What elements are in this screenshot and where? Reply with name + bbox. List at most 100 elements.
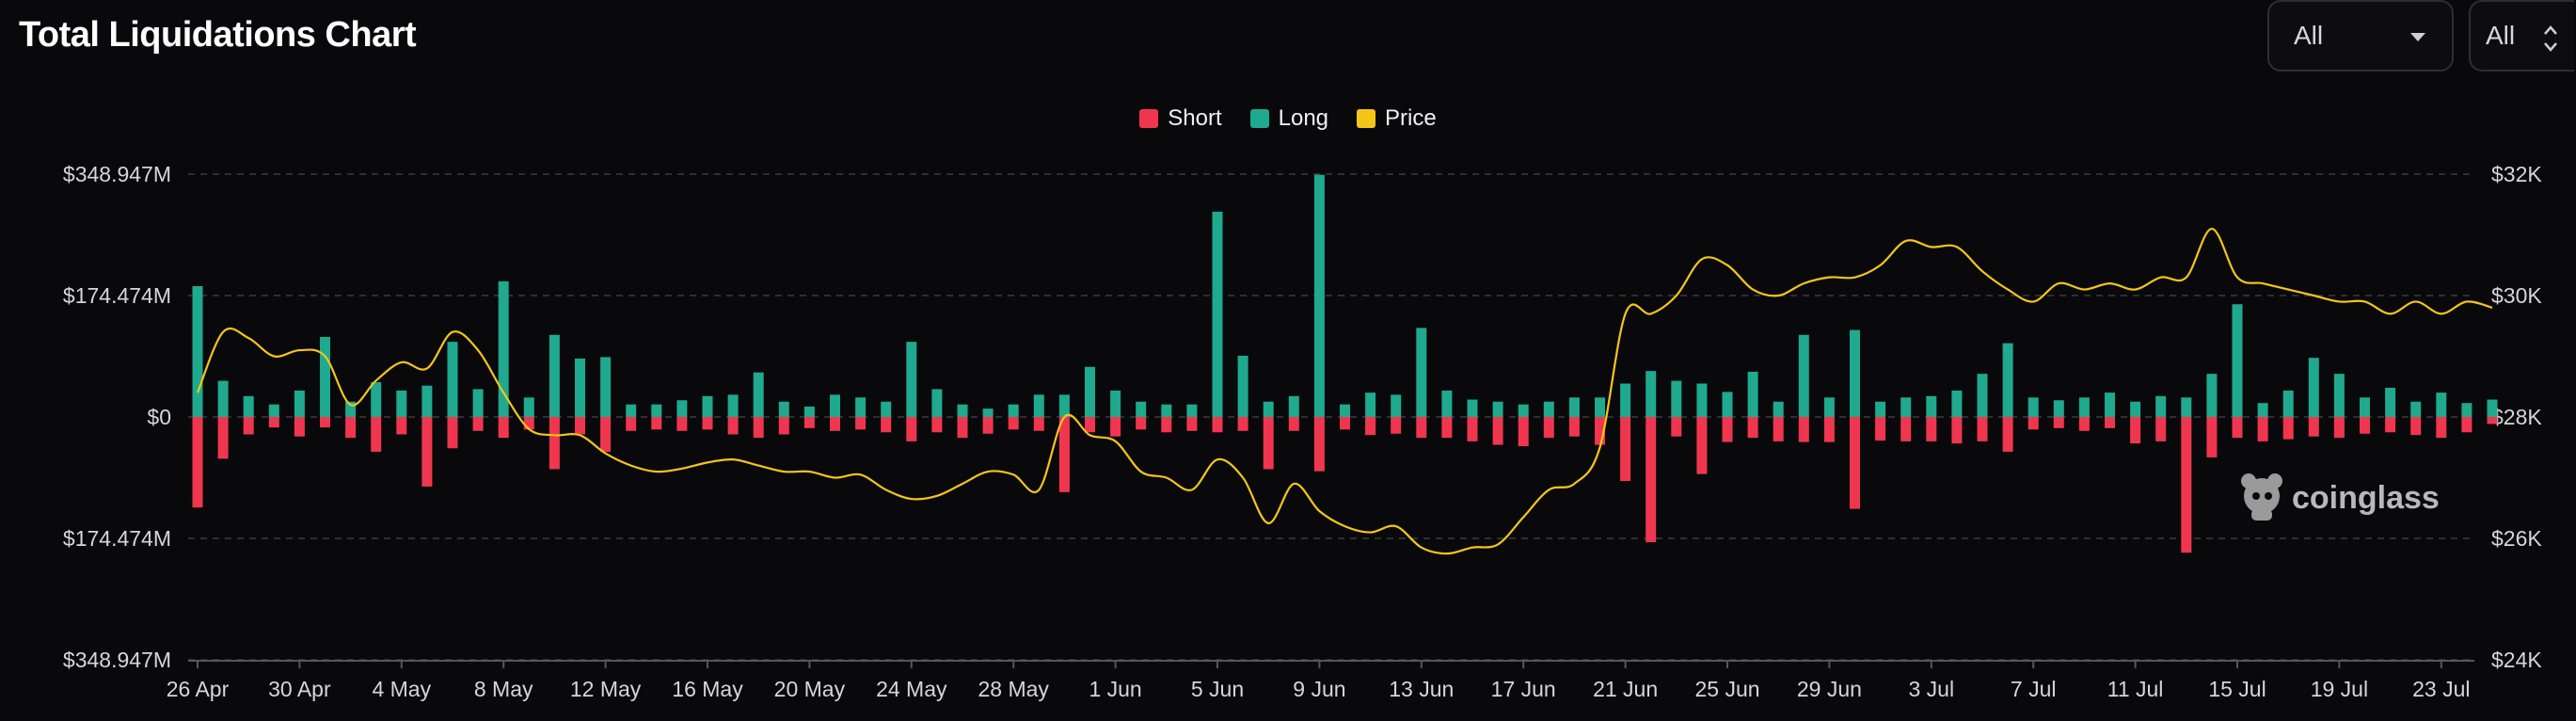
y-tick-label-right: $30K (2491, 283, 2542, 308)
short-bar (192, 417, 203, 508)
x-tick-label: 29 Jun (1797, 677, 1862, 701)
long-bar (1747, 371, 1758, 417)
long-bar (1773, 401, 1784, 417)
long-bar (1492, 401, 1503, 417)
filter-select[interactable]: All (2267, 0, 2454, 72)
long-bar (243, 395, 254, 417)
long-bar (2155, 395, 2167, 417)
short-bar (1773, 417, 1784, 441)
long-bar (2130, 401, 2141, 417)
y-tick-label-left: $174.474M (63, 283, 171, 308)
short-bar (1747, 417, 1758, 439)
long-bar (1850, 329, 1860, 417)
long-bar (498, 280, 509, 417)
legend-item-short[interactable]: Short (1139, 105, 1222, 132)
long-bar (1365, 393, 1376, 417)
long-bar (2360, 397, 2370, 417)
short-bar (1365, 417, 1376, 436)
interval-select[interactable]: All (2469, 0, 2574, 72)
short-bar (2461, 417, 2473, 433)
short-bar (2385, 417, 2396, 433)
x-tick-label: 25 Jun (1694, 677, 1759, 701)
legend-item-price[interactable]: Price (1357, 105, 1437, 132)
short-bar (982, 417, 994, 434)
long-bar (371, 382, 382, 417)
y-tick-label-left: $174.474M (63, 526, 171, 551)
long-bar (1900, 397, 1912, 417)
long-bar (1646, 371, 1657, 417)
short-bar (1951, 417, 1963, 444)
short-bar (931, 417, 943, 433)
short-bar (881, 417, 892, 433)
short-bar (1237, 417, 1248, 431)
page-title: Total Liquidations Chart (19, 15, 417, 55)
long-bar (268, 404, 279, 417)
legend-swatch-long (1249, 109, 1269, 128)
short-bar (2130, 417, 2141, 444)
short-bar (2105, 417, 2115, 428)
short-bar (2053, 417, 2064, 428)
short-bar (1568, 417, 1580, 437)
chevron-down-icon (2410, 33, 2425, 41)
short-bar (2232, 417, 2243, 439)
long-bar (1110, 390, 1121, 417)
y-tick-label-right: $26K (2491, 526, 2542, 551)
short-bar (243, 417, 254, 435)
x-tick-label: 16 May (672, 677, 743, 701)
legend-swatch-short (1139, 109, 1159, 128)
short-bar (371, 417, 382, 452)
long-bar (727, 394, 739, 417)
long-bar (294, 390, 305, 417)
long-bar (523, 397, 534, 417)
long-bar (1823, 397, 1835, 417)
long-bar (1237, 355, 1248, 417)
x-tick-label: 9 Jun (1293, 677, 1345, 701)
long-bar (1313, 174, 1325, 417)
legend-item-long[interactable]: Long (1249, 105, 1328, 132)
coinglass-watermark: coinglass (2241, 473, 2440, 521)
long-bar (778, 401, 789, 417)
long-bar (2027, 397, 2039, 417)
long-bar (575, 358, 585, 417)
short-bar (1646, 417, 1657, 543)
short-bar (906, 417, 917, 441)
y-tick-label-right: $32K (2491, 162, 2542, 186)
long-bar (1951, 390, 1963, 417)
x-tick-label: 24 May (876, 677, 947, 701)
short-bar (957, 417, 968, 439)
y-tick-label-left: $348.947M (63, 162, 171, 186)
y-tick-label-left: $348.947M (63, 648, 171, 672)
long-bar (2282, 390, 2294, 417)
long-bar (753, 372, 764, 417)
long-bar (2181, 397, 2192, 417)
x-tick-label: 1 Jun (1089, 677, 1141, 701)
long-bar (1671, 380, 1682, 417)
short-bar (1416, 417, 1427, 439)
short-bar (396, 417, 407, 435)
long-bar (320, 336, 330, 417)
short-bar (2487, 417, 2498, 425)
short-bar (1263, 417, 1274, 470)
short-bar (1543, 417, 1554, 439)
bars (192, 174, 2498, 553)
long-bar (2436, 393, 2447, 417)
long-bar (1722, 392, 1733, 417)
long-bar (1340, 404, 1350, 417)
long-bar (600, 357, 612, 417)
short-bar (2436, 417, 2447, 439)
short-bar (1875, 417, 1886, 441)
short-bar (1926, 417, 1937, 441)
short-bar (217, 417, 229, 459)
x-tick-label: 12 May (570, 677, 642, 701)
long-bar (1977, 374, 1988, 417)
short-bar (1671, 417, 1682, 437)
price-line-layer (196, 227, 2493, 555)
long-bar (1518, 404, 1529, 417)
long-bar (1416, 328, 1427, 417)
short-bar (549, 417, 560, 470)
long-bar (1058, 394, 1070, 417)
long-bar (1161, 404, 1172, 417)
long-bar (2053, 400, 2064, 417)
short-bar (1722, 417, 1733, 442)
short-bar (2282, 417, 2294, 440)
